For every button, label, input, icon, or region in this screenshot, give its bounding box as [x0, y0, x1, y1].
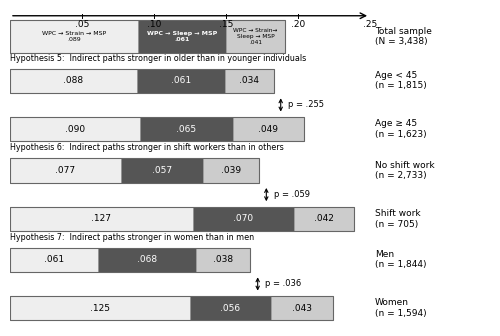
Text: Total sample
(N = 3,438): Total sample (N = 3,438): [375, 27, 432, 46]
Bar: [138, 20, 226, 52]
Bar: [226, 20, 285, 52]
Bar: [121, 158, 203, 182]
Bar: [136, 69, 224, 93]
Bar: [10, 69, 274, 93]
Bar: [233, 117, 304, 141]
Bar: [190, 296, 270, 320]
Text: .039: .039: [221, 166, 241, 175]
Text: .034: .034: [239, 76, 259, 85]
Text: Hypothesis 6:  Indirect paths stronger in shift workers than in others: Hypothesis 6: Indirect paths stronger in…: [10, 143, 284, 152]
Bar: [98, 248, 196, 272]
Bar: [10, 20, 138, 52]
Text: .15: .15: [219, 19, 233, 29]
Text: .088: .088: [64, 76, 84, 85]
Bar: [203, 158, 259, 182]
Text: .090: .090: [64, 125, 85, 134]
Bar: [10, 248, 250, 272]
Bar: [10, 296, 190, 320]
Text: .056: .056: [220, 304, 240, 313]
Text: p = .036: p = .036: [265, 280, 301, 289]
Bar: [10, 158, 259, 182]
Text: No shift work
(n = 2,733): No shift work (n = 2,733): [375, 161, 434, 180]
Text: .070: .070: [233, 214, 254, 223]
Text: WPC → Strain → MSP
.089: WPC → Strain → MSP .089: [42, 31, 106, 42]
Bar: [196, 248, 250, 272]
Bar: [140, 117, 233, 141]
Text: Men
(n = 1,844): Men (n = 1,844): [375, 250, 426, 269]
Text: .061: .061: [170, 76, 190, 85]
Text: WPC → Sleep → MSP
.061: WPC → Sleep → MSP .061: [147, 31, 217, 42]
Text: .038: .038: [213, 255, 233, 264]
Bar: [270, 296, 332, 320]
Text: p = .255: p = .255: [288, 100, 324, 110]
Text: .043: .043: [292, 304, 312, 313]
Text: Shift work
(n = 705): Shift work (n = 705): [375, 209, 420, 228]
Bar: [10, 296, 332, 320]
Text: Hypothesis 5:  Indirect paths stronger in older than in younger individuals: Hypothesis 5: Indirect paths stronger in…: [10, 54, 306, 63]
Text: .20: .20: [291, 19, 305, 29]
Text: .125: .125: [90, 304, 110, 313]
Text: .057: .057: [152, 166, 172, 175]
Bar: [294, 207, 354, 231]
Bar: [10, 69, 136, 93]
Bar: [10, 207, 354, 231]
Bar: [10, 158, 121, 182]
Bar: [10, 117, 304, 141]
Text: .068: .068: [136, 255, 157, 264]
Bar: [10, 207, 193, 231]
Text: Women
(n = 1,594): Women (n = 1,594): [375, 298, 426, 318]
Bar: [224, 69, 274, 93]
Bar: [10, 20, 285, 52]
Text: Age < 45
(n = 1,815): Age < 45 (n = 1,815): [375, 71, 427, 90]
Text: .065: .065: [176, 125, 197, 134]
Text: .05: .05: [75, 19, 89, 29]
Text: .049: .049: [258, 125, 278, 134]
Text: .127: .127: [92, 214, 112, 223]
Text: p = .059: p = .059: [274, 190, 310, 199]
Text: Hypothesis 7:  Indirect paths stronger in women than in men: Hypothesis 7: Indirect paths stronger in…: [10, 233, 254, 242]
Text: .10: .10: [147, 19, 161, 29]
Text: .061: .061: [44, 255, 64, 264]
Text: .042: .042: [314, 214, 334, 223]
Text: .25: .25: [363, 19, 377, 29]
Text: .077: .077: [56, 166, 76, 175]
Bar: [10, 248, 98, 272]
Text: WPC → Strain→
Sleep → MSP
.041: WPC → Strain→ Sleep → MSP .041: [234, 28, 278, 45]
Bar: [193, 207, 294, 231]
Bar: [10, 117, 140, 141]
Text: Age ≥ 45
(n = 1,623): Age ≥ 45 (n = 1,623): [375, 119, 426, 139]
